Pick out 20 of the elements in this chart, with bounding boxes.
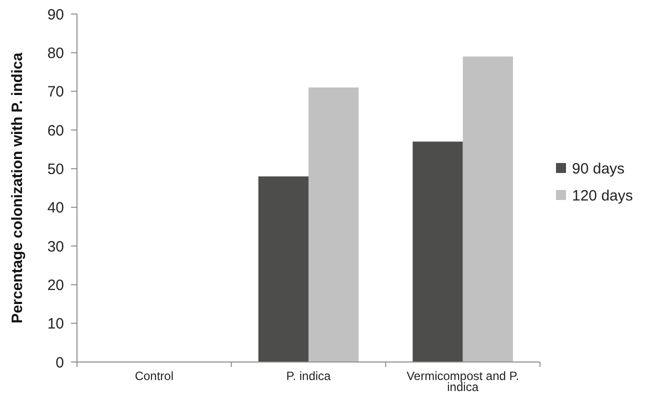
bar xyxy=(308,87,359,362)
y-tick-label: 80 xyxy=(47,44,64,62)
x-tick-label: Vermicompost and P. indica xyxy=(406,369,520,394)
y-tick-label: 20 xyxy=(47,276,64,294)
y-tick-label: 50 xyxy=(47,160,64,178)
y-axis-title: Percentage colonization with P. indica xyxy=(9,52,26,324)
x-tick-label: Control xyxy=(134,369,174,383)
y-tick-label: 70 xyxy=(47,84,64,101)
y-tick-label: 0 xyxy=(56,354,64,372)
bar xyxy=(258,176,308,362)
y-tick-label: 60 xyxy=(47,122,64,140)
bar xyxy=(412,142,463,362)
y-tick-label: 40 xyxy=(47,200,64,217)
x-tick-label: P. indica xyxy=(286,369,332,383)
legend-label: 120 days xyxy=(572,187,633,204)
bar xyxy=(462,56,513,362)
legend-label: 90 days xyxy=(572,160,625,178)
y-tick-label: 30 xyxy=(47,238,64,256)
y-tick-label: 90 xyxy=(47,6,64,24)
y-tick-label: 10 xyxy=(47,316,64,333)
